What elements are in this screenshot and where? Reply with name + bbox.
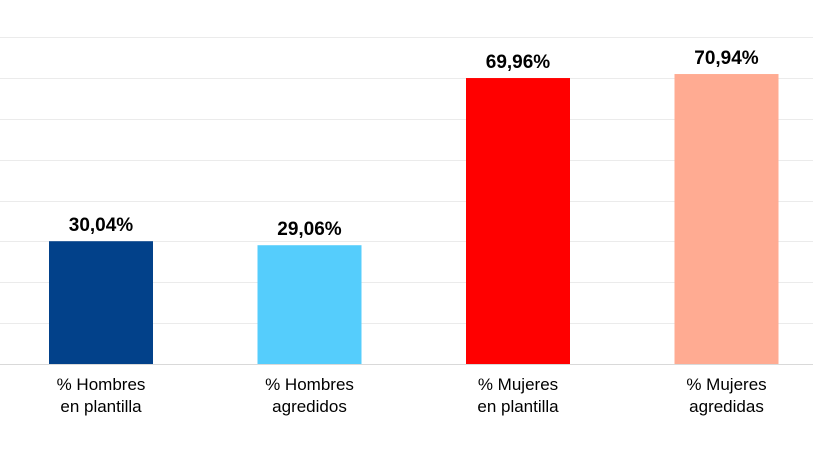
data-label: 69,96% (486, 52, 551, 73)
x-tick-label: % Hombres en plantilla (57, 375, 146, 416)
value-labels: 30,04% 29,06% 69,96% 70,94% (69, 48, 759, 240)
bar (466, 78, 570, 364)
x-tick-label: % Hombres agredidos (265, 375, 354, 416)
bar (257, 245, 362, 364)
x-tick-label: % Mujeres agredidas (686, 375, 766, 416)
category-labels: % Hombres en plantilla % Hombres agredidos%… (57, 375, 767, 416)
data-label: 30,04% (69, 215, 134, 236)
bar (674, 74, 779, 365)
data-label: 70,94% (694, 48, 759, 69)
bars (49, 74, 779, 365)
x-tick-label: % Mujeres en plantilla (477, 375, 559, 416)
bar (49, 241, 153, 364)
data-label: 29,06% (277, 219, 342, 240)
